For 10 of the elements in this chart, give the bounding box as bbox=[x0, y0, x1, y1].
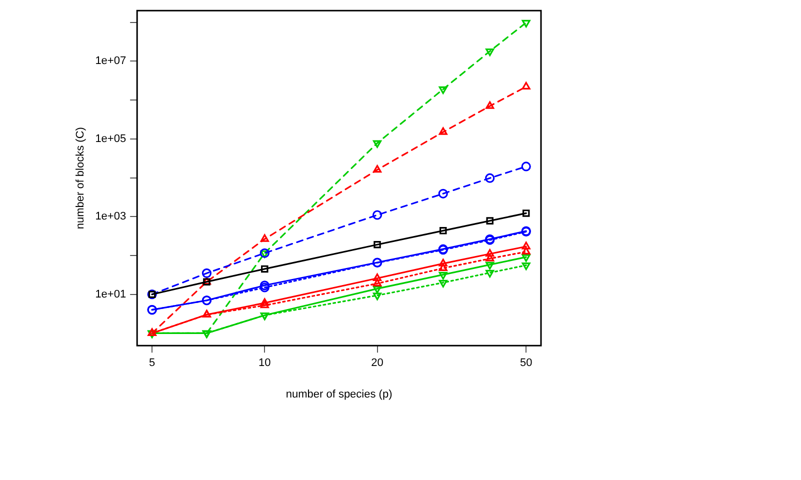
y-tick-label: 1e+03 bbox=[95, 210, 126, 223]
x-tick-label: 5 bbox=[148, 357, 156, 370]
y-tick-label: 1e+05 bbox=[95, 132, 126, 145]
x-tick-label: 10 bbox=[258, 357, 271, 370]
x-axis-title: number of species (p) bbox=[286, 388, 392, 400]
x-tick-label: 50 bbox=[520, 357, 532, 370]
y-tick-label: 1e+07 bbox=[95, 55, 126, 68]
y-tick-label: 1e+01 bbox=[95, 288, 126, 300]
y-axis-title: number of blocks (C) bbox=[74, 127, 87, 230]
x-tick-label: 20 bbox=[371, 357, 384, 370]
